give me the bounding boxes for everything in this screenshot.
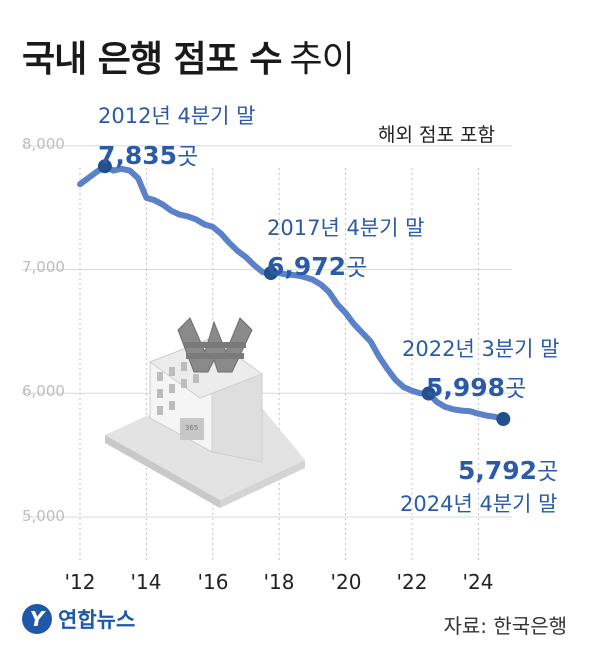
x-tick-label: '24 <box>462 570 494 594</box>
x-tick-label: '16 <box>197 570 229 594</box>
highlight-point <box>263 266 278 281</box>
highlight-point <box>97 159 112 174</box>
svg-text:365: 365 <box>185 424 198 432</box>
annotation-label: 2012년 4분기 말 <box>98 104 256 128</box>
page-title: 국내 은행 점포 수 추이 <box>22 30 355 82</box>
annotation-label: 2024년 4분기 말 <box>400 492 558 516</box>
highlight-point <box>496 412 511 427</box>
source-credit: 자료: 한국은행 <box>443 614 568 638</box>
x-tick-label: '12 <box>64 570 96 594</box>
annotation-label: 2017년 4분기 말 <box>267 216 425 240</box>
annotation-value: 6,972곳 <box>267 252 368 281</box>
y-tick-label: 7,000 <box>22 258 65 276</box>
title-sub: 추이 <box>289 39 354 80</box>
x-tick-label: '18 <box>263 570 295 594</box>
logo-icon: Y <box>22 604 52 634</box>
x-tick-label: '22 <box>396 570 428 594</box>
highlight-point <box>421 386 436 401</box>
title-main: 국내 은행 점포 수 <box>22 39 282 80</box>
annotation-value: 5,998곳 <box>426 373 527 402</box>
chart-note: 해외 점포 포함 <box>378 124 495 146</box>
grid-lines <box>22 145 512 560</box>
logo-text: 연합뉴스 <box>58 608 136 632</box>
annotation-label: 2022년 3분기 말 <box>402 337 560 361</box>
x-tick-label: '20 <box>330 570 362 594</box>
logo: Y 연합뉴스 <box>22 604 135 634</box>
y-tick-label: 8,000 <box>22 135 65 153</box>
bank-building-icon: 365 <box>105 317 305 508</box>
y-tick-label: 5,000 <box>22 507 65 525</box>
annotation-value: 7,835곳 <box>98 141 199 170</box>
annotation-value: 5,792곳 <box>458 456 559 485</box>
y-tick-label: 6,000 <box>22 382 65 400</box>
x-tick-label: '14 <box>130 570 162 594</box>
